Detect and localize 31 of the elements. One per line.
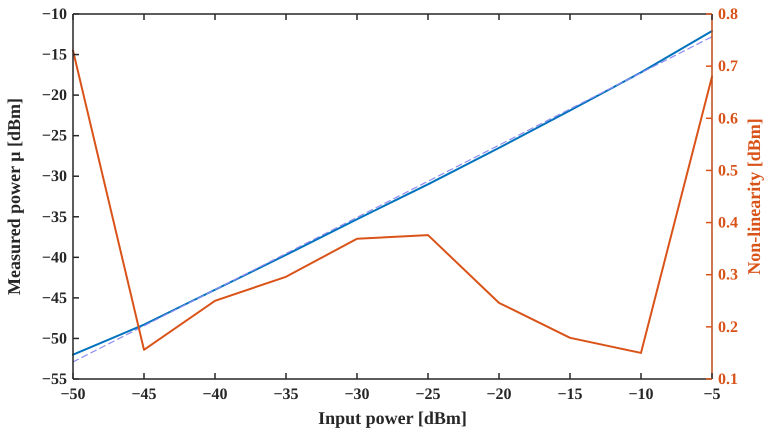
x-tick-label: −20 (486, 386, 512, 403)
x-tick-label: −15 (557, 386, 583, 403)
x-tick-label: −30 (344, 386, 370, 403)
y-tick-label: −35 (42, 208, 67, 226)
x-tick-label: −50 (60, 386, 86, 403)
y-tick-label: −30 (42, 168, 67, 186)
y-tick-label: −25 (42, 128, 67, 145)
y-tick-label: −40 (42, 249, 67, 266)
y2-tick-label: 0.2 (718, 318, 738, 336)
y-axis-title: Measured power μ [dBm] (4, 98, 24, 296)
x-axis-title: Input power [dBm] (318, 408, 467, 428)
x-tick-label: −40 (202, 386, 228, 403)
y2-tick-label: 0.6 (718, 110, 738, 128)
y2-axis-title: Non-linearity [dBm] (744, 118, 764, 275)
y2-tick-label: 0.3 (718, 266, 738, 284)
y2-tick-label: 0.1 (718, 371, 738, 388)
y-tick-label: −15 (42, 46, 67, 64)
y-tick-label: −45 (42, 290, 67, 307)
x-tick-label: −5 (703, 386, 721, 403)
y-tick-label: −10 (42, 6, 67, 23)
y2-tick-label: 0.4 (718, 214, 738, 232)
y2-tick-label: 0.7 (718, 58, 738, 76)
y-tick-label: −50 (42, 330, 67, 348)
x-tick-label: −10 (628, 386, 654, 403)
y-tick-label: −55 (42, 371, 67, 388)
y-tick-label: −20 (42, 87, 67, 104)
x-tick-label: −45 (131, 386, 157, 403)
y2-tick-label: 0.5 (718, 162, 738, 180)
x-tick-label: −25 (415, 386, 441, 403)
y2-tick-label: 0.8 (718, 6, 738, 23)
x-tick-label: −35 (273, 386, 299, 403)
